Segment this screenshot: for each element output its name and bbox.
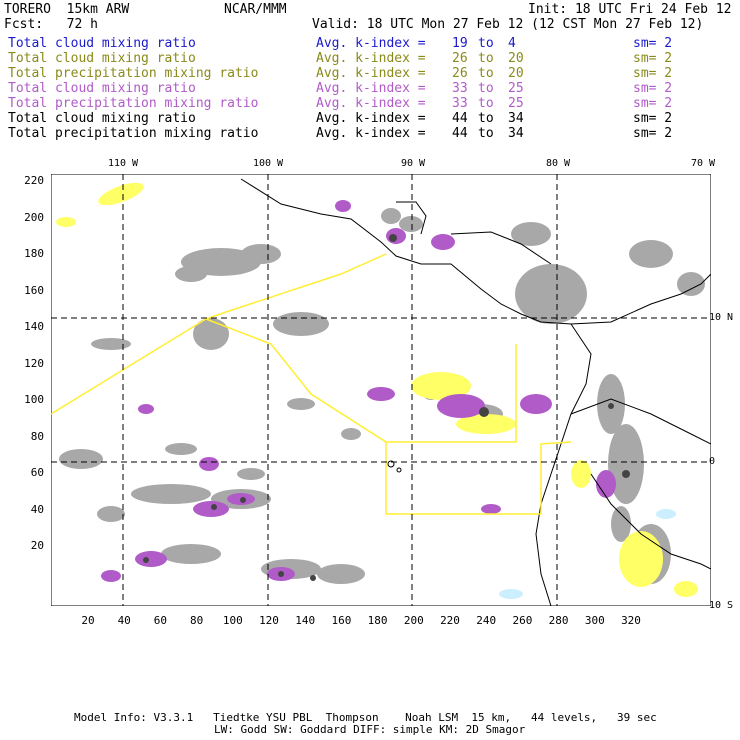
x-tick-label: 280 (548, 614, 569, 627)
x-tick-label: 200 (403, 614, 424, 627)
legend-to-word: to (478, 36, 494, 51)
legend-index-label: Avg. k-index = (316, 96, 426, 111)
x-tick-label: 60 (153, 614, 168, 627)
legend-index-label: Avg. k-index = (316, 51, 426, 66)
x-tick-label: 160 (331, 614, 352, 627)
latitude-label: 10 N (709, 312, 734, 323)
legend-to-word: to (478, 126, 494, 141)
longitude-label: 100 W (252, 158, 284, 169)
x-tick-label: 40 (117, 614, 131, 627)
y-tick-label: 160 (24, 283, 44, 297)
model-info-line2: LW: Godd SW: Goddard DIFF: simple KM: 2D… (214, 723, 526, 736)
legend-smoothing: sm= 2 (633, 66, 673, 81)
model-info-line1: Model Info: V3.3.1 Tiedtke YSU PBL Thomp… (74, 711, 657, 724)
legend-to-word: to (478, 111, 494, 126)
legend-to: 20 (508, 51, 524, 66)
legend-from: 19 (452, 36, 468, 51)
y-tick-label: 40 (30, 502, 44, 516)
legend-field: Total cloud mixing ratio (8, 81, 196, 96)
x-tick-label: 240 (476, 614, 497, 627)
legend-smoothing: sm= 2 (633, 96, 673, 111)
legend-from: 44 (452, 111, 468, 126)
legend-from: 26 (452, 51, 468, 66)
legend-from: 33 (452, 81, 468, 96)
longitude-label: 90 W (400, 158, 426, 169)
x-tick-label: 320 (621, 614, 641, 627)
legend-smoothing: sm= 2 (633, 81, 673, 96)
x-tick-label: 120 (259, 614, 279, 627)
light-cloud-fields (56, 182, 698, 597)
legend-from: 44 (452, 126, 468, 141)
legend-index-label: Avg. k-index = (316, 111, 426, 126)
y-tick-label: 80 (30, 429, 44, 443)
legend-field: Total cloud mixing ratio (8, 111, 196, 126)
x-tick-label: 180 (367, 614, 388, 627)
y-tick-label: 120 (24, 356, 44, 370)
legend-to-word: to (478, 81, 494, 96)
legend-field: Total cloud mixing ratio (8, 51, 196, 66)
init-time: Init: 18 UTC Fri 24 Feb 12 (528, 2, 732, 17)
domain-outlines (51, 253, 572, 515)
legend-to-word: to (478, 51, 494, 66)
y-tick-label: 20 (30, 539, 44, 552)
legend-smoothing: sm= 2 (633, 126, 673, 141)
model-title: TORERO 15km ARW (4, 2, 130, 17)
coastlines (240, 178, 711, 606)
legend-to: 34 (508, 111, 524, 126)
longitude-label: 110 W (107, 158, 139, 169)
precip-light-fields (499, 509, 676, 599)
legend-index-label: Avg. k-index = (316, 126, 426, 141)
x-tick-label: 300 (584, 614, 605, 627)
x-tick-label: 80 (189, 614, 204, 627)
x-tick-label: 260 (512, 614, 533, 627)
legend-to-word: to (478, 66, 494, 81)
legend-smoothing: sm= 2 (633, 111, 673, 126)
valid-time: Valid: 18 UTC Mon 27 Feb 12 (12 CST Mon … (312, 17, 704, 32)
legend-field: Total precipitation mixing ratio (8, 66, 259, 81)
x-tick-label: 220 (440, 614, 460, 627)
y-tick-label: 180 (24, 247, 44, 260)
longitude-label: 70 W (690, 158, 716, 169)
legend-to: 34 (508, 126, 524, 141)
longitude-label: 80 W (545, 158, 571, 169)
weather-map (51, 174, 711, 606)
y-tick-label: 200 (24, 210, 44, 224)
legend-to: 4 (508, 36, 516, 51)
y-tick-label: 140 (24, 320, 44, 333)
legend-to-word: to (478, 96, 494, 111)
legend-index-label: Avg. k-index = (316, 36, 426, 51)
x-tick-label: 20 (81, 614, 95, 627)
legend-from: 33 (452, 96, 468, 111)
lat-lon-grid (51, 174, 711, 606)
latitude-label: 0 (709, 456, 716, 467)
heavy-cores (143, 234, 630, 581)
legend-index-label: Avg. k-index = (316, 66, 426, 81)
legend-to: 25 (508, 96, 524, 111)
legend-index-label: Avg. k-index = (316, 81, 426, 96)
y-tick-label: 220 (24, 174, 44, 187)
legend-field: Total precipitation mixing ratio (8, 96, 259, 111)
legend-to: 20 (508, 66, 524, 81)
legend-smoothing: sm= 2 (633, 36, 673, 51)
legend-smoothing: sm= 2 (633, 51, 673, 66)
y-tick-label: 100 (24, 393, 44, 406)
latitude-label: 10 S (709, 600, 734, 611)
x-tick-label: 140 (295, 614, 316, 627)
forecast-hour: Fcst: 72 h (4, 17, 98, 32)
legend-to: 25 (508, 81, 524, 96)
legend-from: 26 (452, 66, 468, 81)
center-name: NCAR/MMM (224, 2, 287, 17)
legend-field: Total cloud mixing ratio (8, 36, 196, 51)
x-tick-label: 100 (222, 614, 243, 627)
galapagos-islands (387, 460, 402, 473)
legend-field: Total precipitation mixing ratio (8, 126, 259, 141)
y-tick-label: 60 (30, 466, 44, 479)
